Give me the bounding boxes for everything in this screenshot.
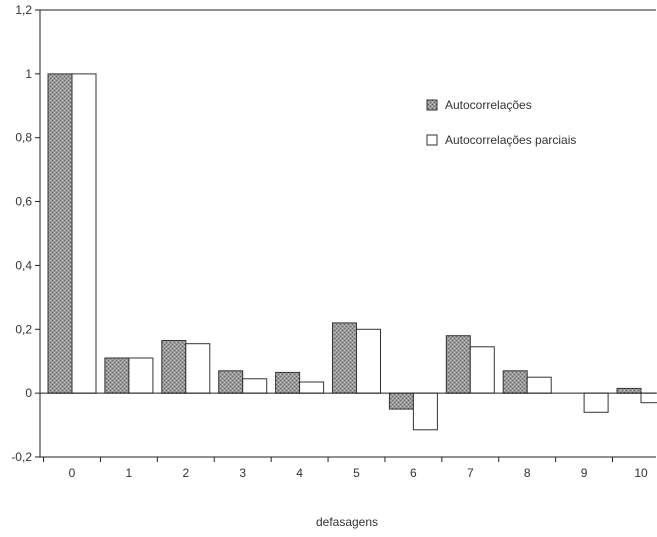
legend-swatch-autocorrelacoes xyxy=(426,99,438,111)
x-tick-label: 3 xyxy=(239,466,246,480)
y-tick-label: 0 xyxy=(25,386,32,400)
y-tick-label: 0,8 xyxy=(15,131,32,145)
y-tick-label: 0,6 xyxy=(15,195,32,209)
y-tick-label: -0,2 xyxy=(11,450,32,464)
axes-layer: -0,2 0 0,2 0,4 0,6 0,8 1 1,2 0 1 2 3 4 5 6 7 8 9 10 xyxy=(11,3,656,480)
bar-autocorrelacoes-parciais-lag-8 xyxy=(526,376,552,394)
x-tick-label: 10 xyxy=(634,466,648,480)
bar-autocorrelacoes-parciais-lag-7 xyxy=(469,346,495,394)
bar-autocorrelacoes-lag-8 xyxy=(502,370,528,394)
bar-autocorrelacoes-parciais-lag-6 xyxy=(412,392,438,431)
bar-autocorrelacoes-parciais-lag-9 xyxy=(583,392,609,413)
x-tick-label: 5 xyxy=(353,466,360,480)
x-tick-label: 7 xyxy=(467,466,474,480)
x-tick-label: 8 xyxy=(524,466,531,480)
y-tick-label: 1,2 xyxy=(15,3,32,17)
bar-autocorrelacoes-lag-7 xyxy=(445,335,471,394)
legend-label-autocorrelacoes: Autocorrelações xyxy=(445,98,532,112)
bar-autocorrelacoes-lag-4 xyxy=(275,371,301,394)
x-tick-label: 0 xyxy=(69,466,76,480)
bar-autocorrelacoes-parciais-lag-10 xyxy=(640,392,657,404)
bar-autocorrelacoes-lag-0 xyxy=(47,73,73,394)
bar-autocorrelacoes-lag-6 xyxy=(388,392,414,410)
bar-autocorrelacoes-parciais-lag-0 xyxy=(71,73,97,394)
bar-autocorrelacoes-parciais-lag-5 xyxy=(356,328,381,394)
bar-autocorrelacoes-lag-2 xyxy=(161,340,187,394)
legend-label-autocorrelacoes-parciais: Autocorrelações parciais xyxy=(445,133,576,147)
x-tick-label: 1 xyxy=(126,466,133,480)
x-tick-label: 4 xyxy=(296,466,303,480)
x-tick-label: 9 xyxy=(581,466,588,480)
y-tick-label: 0,2 xyxy=(15,322,32,336)
legend: Autocorrelações Autocorrelações parciais xyxy=(426,98,576,147)
legend-swatch-autocorrelacoes-parciais xyxy=(426,134,438,146)
bar-autocorrelacoes-parciais-lag-3 xyxy=(242,378,268,394)
bar-autocorrelacoes-parciais-lag-2 xyxy=(185,343,211,394)
bar-autocorrelacoes-lag-5 xyxy=(332,322,357,394)
x-tick-label: 6 xyxy=(410,466,417,480)
bar-autocorrelacoes-parciais-lag-4 xyxy=(299,381,325,394)
bars-layer xyxy=(47,73,657,431)
x-tick-label: 2 xyxy=(182,466,189,480)
y-tick-label: 0,4 xyxy=(15,258,32,272)
y-tick-label: 1 xyxy=(25,67,32,81)
bar-autocorrelacoes-lag-1 xyxy=(104,357,130,394)
bar-autocorrelacoes-lag-10 xyxy=(616,387,642,394)
bar-autocorrelacoes-lag-3 xyxy=(218,370,244,394)
x-axis-title: defasagens xyxy=(316,515,378,529)
bar-autocorrelacoes-parciais-lag-1 xyxy=(128,357,154,394)
